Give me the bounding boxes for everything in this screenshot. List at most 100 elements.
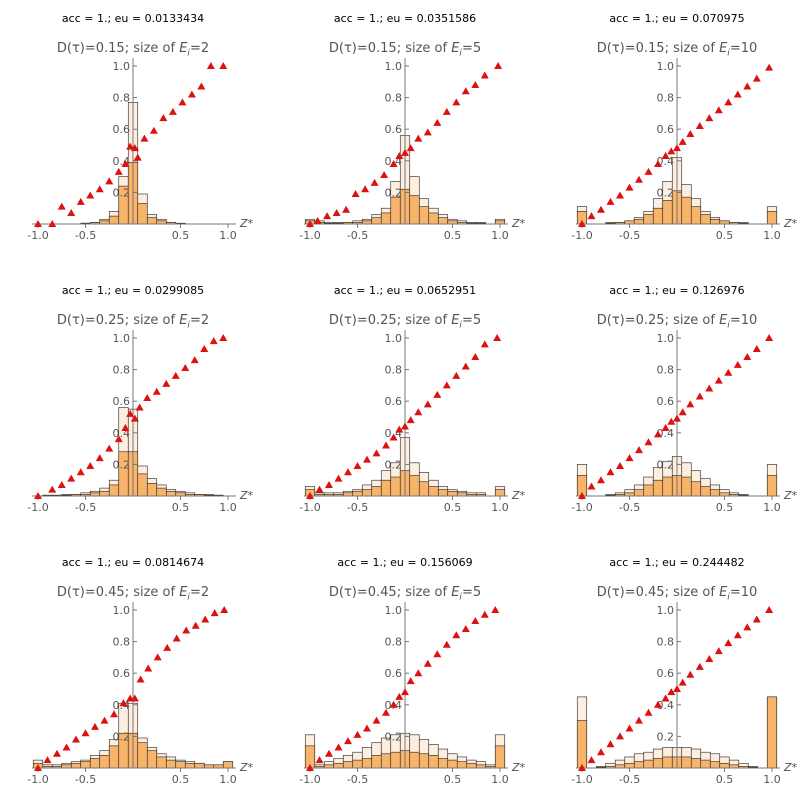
data-point xyxy=(136,404,144,411)
y-tick-label: 0.2 xyxy=(385,186,403,199)
inner-bar xyxy=(410,475,420,496)
inner-bar xyxy=(691,482,701,496)
y-tick-label: 0.2 xyxy=(113,186,131,199)
x-tick-label: 1.0 xyxy=(219,773,237,786)
data-point xyxy=(96,454,104,461)
x-tick-label: 0.5 xyxy=(716,773,734,786)
data-point xyxy=(433,119,441,126)
x-tick-label: -0.5 xyxy=(347,773,368,786)
data-point xyxy=(354,731,362,738)
data-point xyxy=(105,177,113,184)
data-point xyxy=(401,688,409,695)
inner-bar xyxy=(381,213,391,224)
inner-bar xyxy=(419,207,429,224)
data-point xyxy=(724,639,732,646)
inner-bar xyxy=(710,490,720,496)
data-point xyxy=(101,717,109,724)
inner-bar xyxy=(448,491,458,496)
data-point xyxy=(424,128,432,135)
data-point xyxy=(494,62,502,69)
histogram-plot: -1.0-0.50.51.00.20.40.60.81.0Z* xyxy=(0,544,266,810)
inner-bar xyxy=(353,491,363,496)
inner-bar xyxy=(166,760,176,768)
data-point xyxy=(597,748,605,755)
data-point xyxy=(182,627,190,634)
y-tick-label: 0.6 xyxy=(657,667,675,680)
inner-bar xyxy=(701,487,711,496)
x-tick-label: -0.5 xyxy=(75,773,96,786)
data-point xyxy=(715,647,723,654)
x-tick-label: -1.0 xyxy=(571,229,592,242)
data-point xyxy=(323,212,331,219)
data-point xyxy=(734,361,742,368)
histogram-plot: -1.0-0.50.51.00.20.40.60.81.0Z* xyxy=(272,544,538,810)
data-point xyxy=(144,664,152,671)
data-point xyxy=(211,609,219,616)
x-tick-label: 0.5 xyxy=(172,773,190,786)
y-tick-label: 0.2 xyxy=(657,186,675,199)
data-point xyxy=(616,732,624,739)
data-point xyxy=(344,468,352,475)
y-tick-label: 0.2 xyxy=(657,458,675,471)
data-point xyxy=(635,176,643,183)
data-point xyxy=(335,475,343,482)
data-point xyxy=(433,391,441,398)
data-point xyxy=(140,135,148,142)
data-point xyxy=(159,114,167,121)
inner-bar xyxy=(767,211,777,224)
inner-bar xyxy=(100,755,110,768)
data-point xyxy=(96,185,104,192)
data-point xyxy=(48,486,56,493)
inner-bar xyxy=(419,482,429,496)
inner-bar xyxy=(767,475,777,496)
y-tick-label: 1.0 xyxy=(385,60,403,73)
y-tick-label: 1.0 xyxy=(657,60,675,73)
inner-bar xyxy=(410,752,420,768)
data-point xyxy=(210,337,218,344)
data-point xyxy=(452,631,460,638)
x-tick-label: -1.0 xyxy=(299,501,320,514)
data-point xyxy=(316,756,324,763)
data-point xyxy=(645,438,653,445)
data-point xyxy=(207,62,215,69)
data-point xyxy=(734,90,742,97)
data-point xyxy=(201,615,209,622)
x-tick-label: -1.0 xyxy=(27,501,48,514)
data-point xyxy=(635,446,643,453)
data-point xyxy=(743,623,751,630)
x-tick-label: 1.0 xyxy=(763,229,781,242)
x-tick-label: 1.0 xyxy=(491,229,509,242)
data-point xyxy=(724,98,732,105)
data-point xyxy=(433,650,441,657)
x-axis-label: Z* xyxy=(511,761,526,774)
x-tick-label: 0.5 xyxy=(716,229,734,242)
y-tick-label: 1.0 xyxy=(385,332,403,345)
y-tick-label: 0.8 xyxy=(657,92,675,105)
data-point xyxy=(169,108,177,115)
data-point xyxy=(361,185,369,192)
data-point xyxy=(188,90,196,97)
data-point xyxy=(626,454,634,461)
data-point xyxy=(137,676,145,683)
inner-bar xyxy=(701,760,711,768)
inner-bar xyxy=(71,763,81,768)
inner-bar xyxy=(362,490,372,496)
data-point xyxy=(673,415,681,422)
y-tick-label: 0.8 xyxy=(385,636,403,649)
data-point xyxy=(753,345,761,352)
y-tick-label: 0.2 xyxy=(657,730,675,743)
data-point xyxy=(153,388,161,395)
data-point xyxy=(452,98,460,105)
inner-bar xyxy=(166,491,176,496)
y-tick-label: 1.0 xyxy=(385,604,403,617)
data-point xyxy=(686,130,694,137)
inner-bar xyxy=(767,697,777,768)
